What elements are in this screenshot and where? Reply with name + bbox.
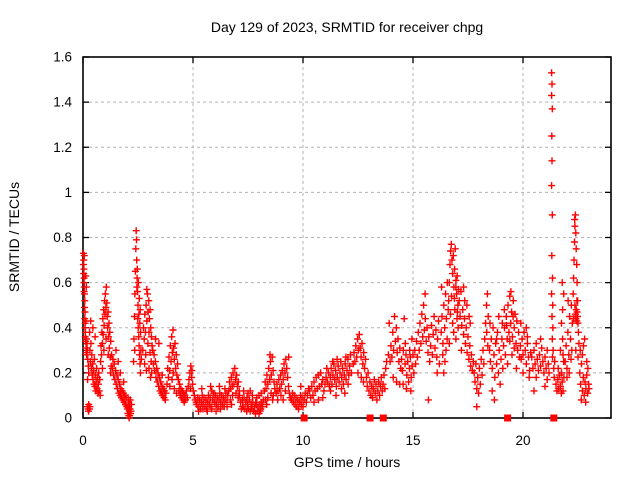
x-tick-label: 15 — [405, 433, 420, 448]
y-axis-label: SRMTID / TECUs — [6, 182, 22, 292]
y-tick-label: 1.2 — [53, 140, 72, 155]
flag-square-marker — [300, 414, 308, 422]
y-tick-label: 0.4 — [53, 320, 72, 335]
y-tick-label: 0.8 — [53, 230, 72, 245]
x-tick-label: 0 — [79, 433, 87, 448]
flag-square-marker — [366, 414, 374, 422]
flag-square-marker — [504, 414, 512, 422]
plot-border — [82, 56, 612, 419]
x-tick-label: 10 — [295, 433, 310, 448]
x-axis-label: GPS time / hours — [294, 454, 401, 470]
data-point-markers — [79, 69, 593, 422]
y-tick-labels: 0 0.2 0.4 0.6 0.8 1 1.2 1.4 1.6 — [53, 50, 72, 426]
y-tick-label: 0 — [64, 411, 72, 426]
x-tick-label: 20 — [515, 433, 530, 448]
y-tick-label: 0.2 — [53, 365, 72, 380]
data-points-group — [79, 69, 593, 422]
chart-title: Day 129 of 2023, SRMTID for receiver chp… — [211, 19, 483, 35]
y-tick-label: 1.6 — [53, 50, 72, 65]
flag-squares-group — [300, 414, 558, 422]
y-tick-label: 1 — [64, 185, 72, 200]
y-tick-label: 1.4 — [53, 95, 72, 110]
x-tick-labels: 0 5 10 15 20 — [79, 433, 530, 448]
flag-square-marker — [379, 414, 387, 422]
flag-square-marker — [550, 414, 558, 422]
x-tick-label: 5 — [189, 433, 197, 448]
y-tick-label: 0.6 — [53, 275, 72, 290]
